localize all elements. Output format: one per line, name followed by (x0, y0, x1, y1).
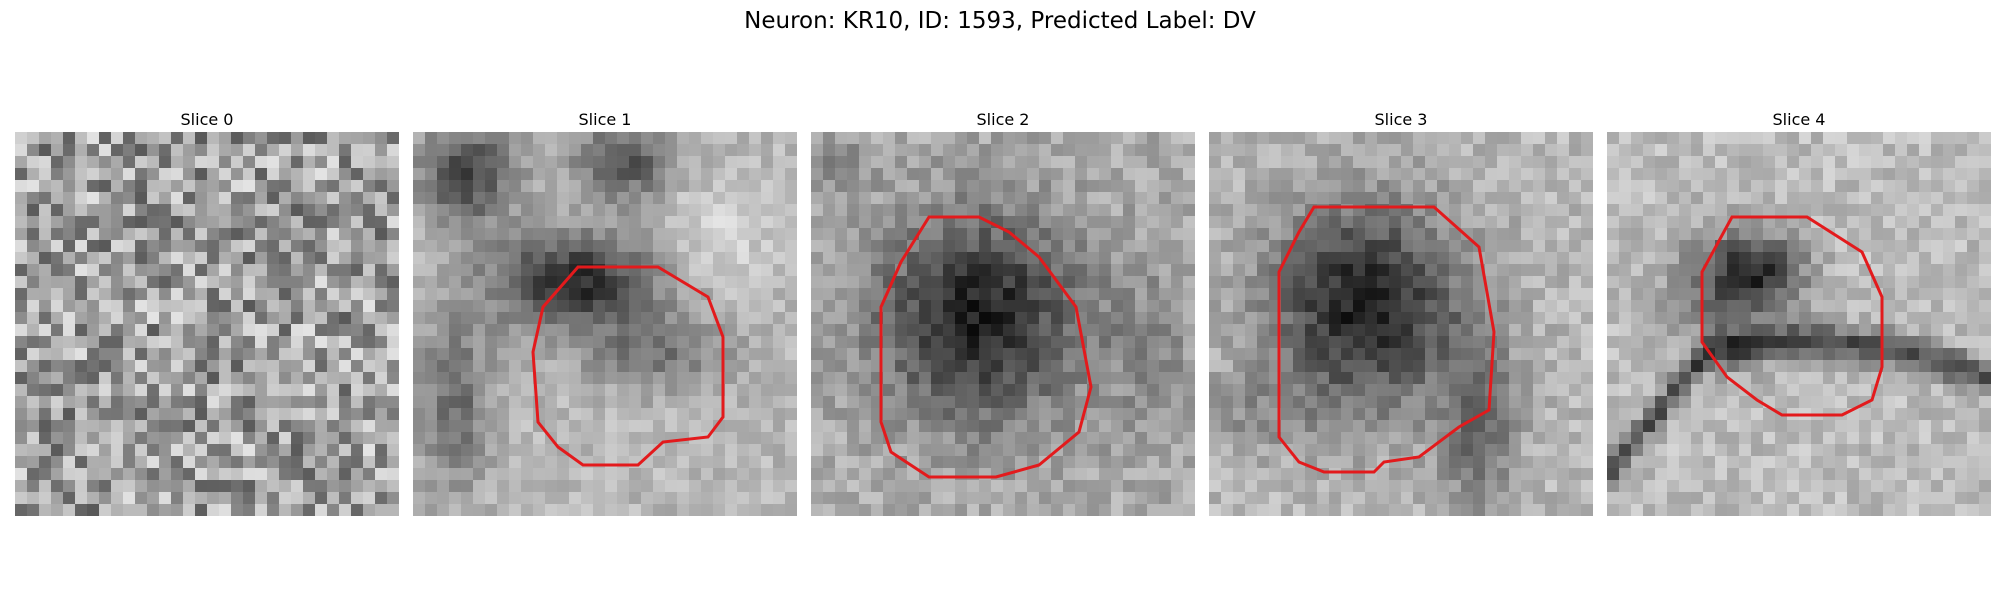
roi-contour (879, 215, 1093, 479)
slice-title: Slice 4 (1772, 110, 1826, 129)
slice-panel-1: Slice 1 (413, 108, 797, 516)
slice-image (1209, 132, 1593, 516)
slice-title: Slice 1 (578, 110, 632, 129)
roi-contour (1277, 205, 1496, 474)
slice-panel-2: Slice 2 (811, 108, 1195, 516)
slice-title: Slice 0 (180, 110, 234, 129)
slice-panel-3: Slice 3 (1209, 108, 1593, 516)
roi-contour (1700, 215, 1884, 417)
slice-panel-0: Slice 0 (15, 108, 399, 516)
figure-title: Neuron: KR10, ID: 1593, Predicted Label:… (744, 8, 1256, 34)
slice-title: Slice 3 (1374, 110, 1428, 129)
slice-image (1607, 132, 1991, 516)
slice-title: Slice 2 (976, 110, 1030, 129)
slice-image (413, 132, 797, 516)
slice-image (811, 132, 1195, 516)
roi-contour (531, 265, 725, 467)
slice-panel-4: Slice 4 (1607, 108, 1991, 516)
slice-image (15, 132, 399, 516)
